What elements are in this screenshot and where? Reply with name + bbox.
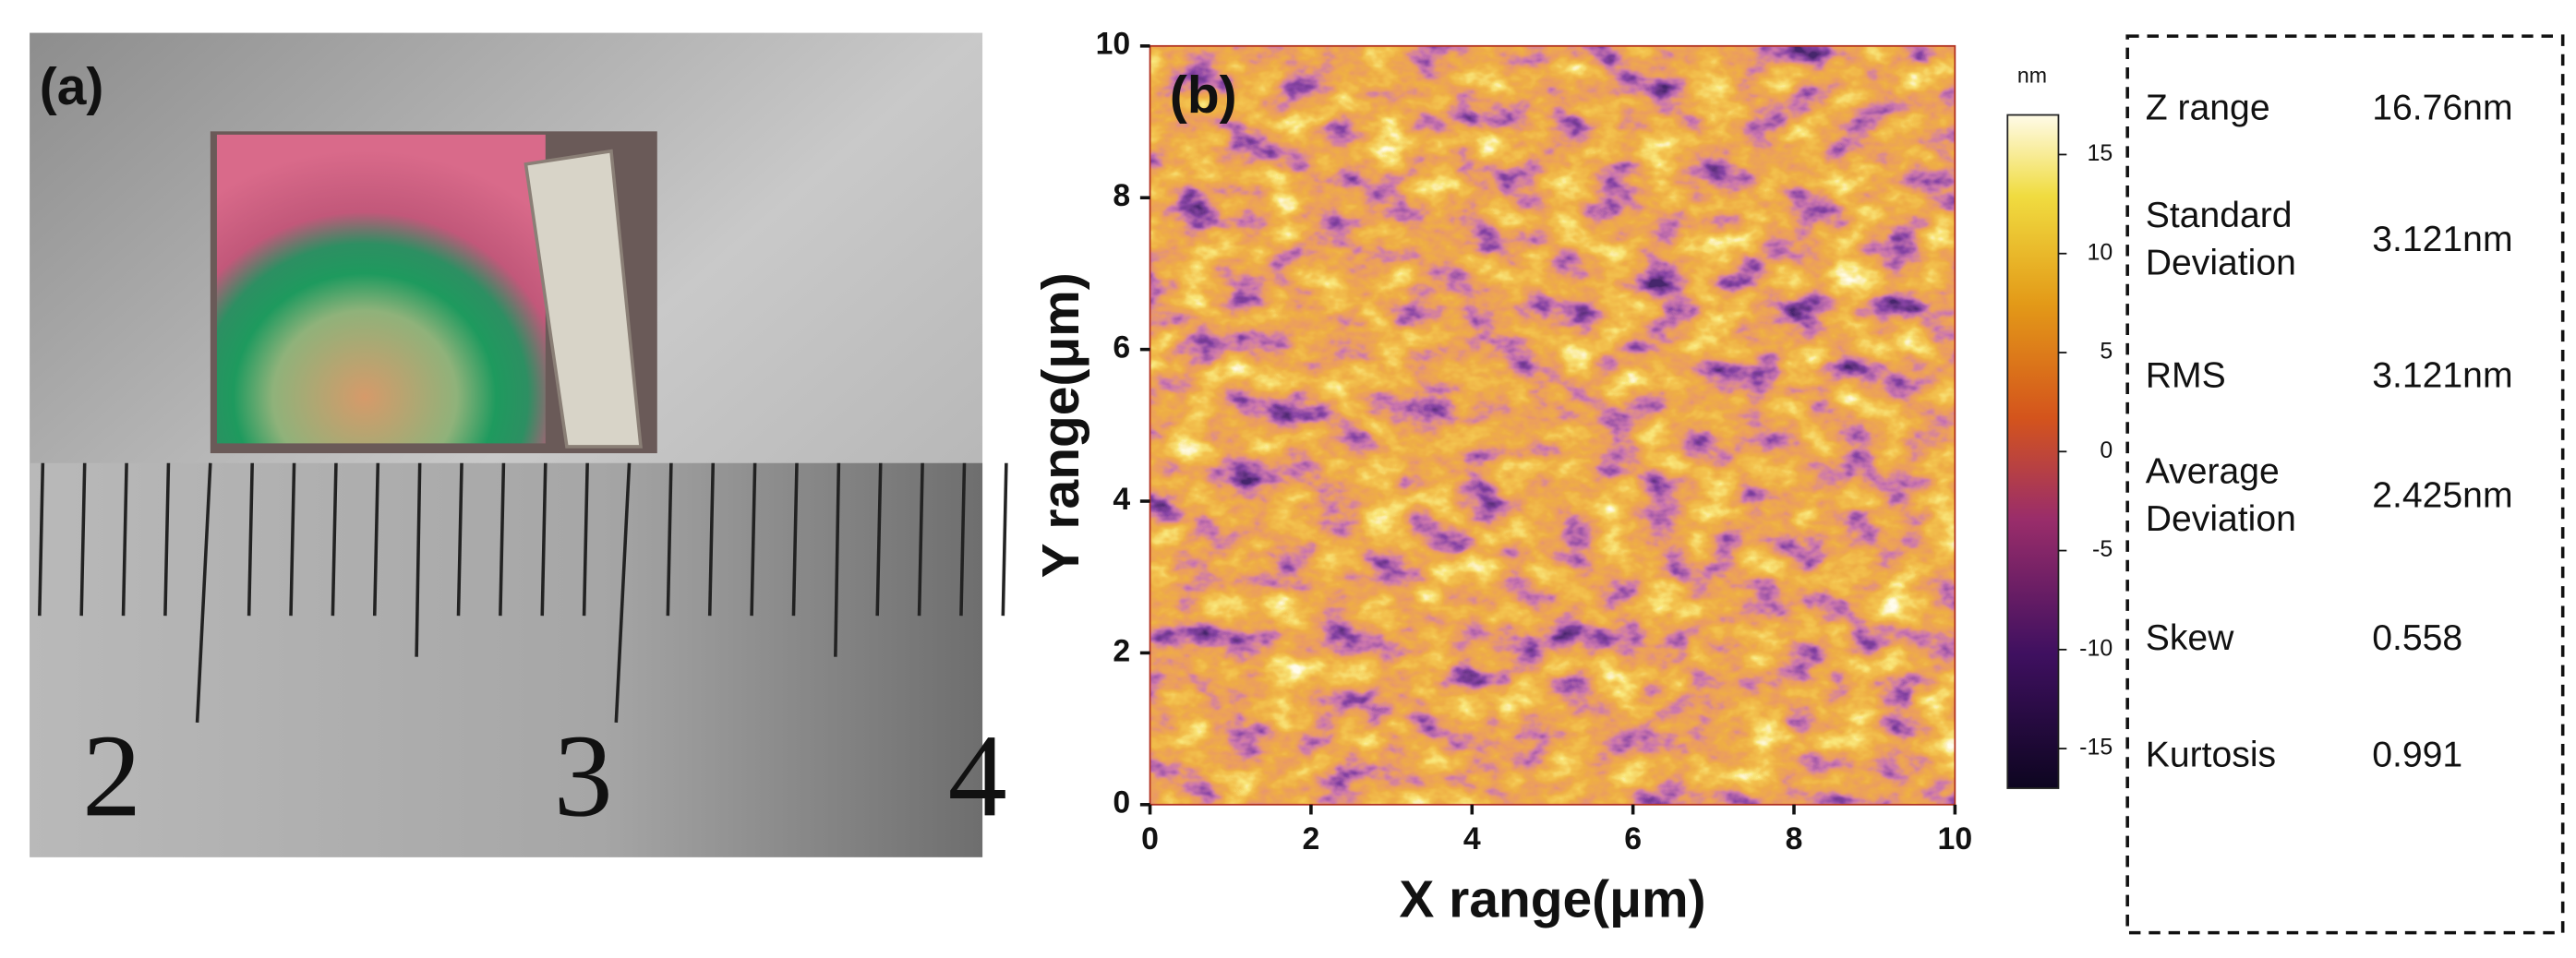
y-tick-label: 8	[1113, 178, 1130, 213]
x-tick-label: 6	[1624, 821, 1642, 856]
ruler-tick	[875, 462, 883, 617]
photo	[30, 32, 1008, 857]
y-tick-label: 4	[1113, 482, 1130, 517]
sample-tab	[524, 149, 643, 449]
colorbar-tick-label: 5	[2100, 339, 2113, 365]
x-tick-label: 8	[1786, 821, 1803, 856]
stat-name: Kurtosis	[2146, 736, 2276, 775]
ruler-tick	[1001, 462, 1008, 617]
ruler-tick	[289, 462, 296, 617]
stat-value: 0.558	[2372, 618, 2462, 658]
ruler-tick	[540, 462, 548, 617]
ruler-tick	[415, 462, 422, 657]
ruler-number: 2	[82, 710, 141, 841]
ruler-tick	[959, 462, 967, 617]
ruler-tick	[163, 462, 171, 617]
ruler-tick	[38, 462, 45, 617]
x-axis-title: X range(μm)	[1399, 870, 1705, 929]
ruler-tick	[79, 462, 87, 617]
x-tick-label: 4	[1463, 821, 1481, 856]
ruler-tick	[707, 462, 716, 617]
x-tick-label: 2	[1303, 821, 1320, 856]
ruler-tick	[195, 462, 212, 723]
colorbar	[2006, 114, 2060, 789]
ruler-tick	[121, 462, 128, 617]
ruler-tick	[917, 462, 924, 617]
ruler-tick	[582, 462, 589, 617]
ruler-tick	[499, 462, 506, 617]
stat-name: Z range	[2146, 89, 2270, 128]
x-tick-label: 0	[1141, 821, 1159, 856]
stat-name: Standard	[2146, 196, 2293, 235]
stat-value: 2.425nm	[2372, 475, 2512, 515]
ruler-tick	[834, 462, 841, 657]
ruler-tick	[372, 462, 380, 617]
stat-value: 3.121nm	[2372, 356, 2512, 396]
plot-frame	[1149, 44, 1956, 806]
stat-name: Deviation	[2146, 499, 2296, 539]
y-tick-label: 2	[1113, 633, 1130, 668]
panel-label: (a)	[40, 57, 104, 116]
colorbar-tick-label: -5	[2092, 536, 2113, 562]
ruler-tick	[247, 462, 254, 617]
ruler-tick	[750, 462, 757, 617]
ruler	[30, 462, 983, 857]
stat-value: 16.76nm	[2372, 89, 2512, 128]
y-tick-label: 6	[1113, 330, 1130, 365]
colorbar-tick-label: -15	[2079, 735, 2113, 760]
stat-name: Skew	[2146, 618, 2234, 658]
ruler-ticks	[38, 462, 1008, 723]
stat-name: Average	[2146, 452, 2280, 492]
x-tick-label: 10	[1938, 821, 1973, 856]
colorbar-unit: nm	[2017, 64, 2047, 88]
y-tick-label: 10	[1096, 27, 1131, 62]
ruler-tick	[791, 462, 799, 617]
colorbar-tick-label: 10	[2087, 239, 2113, 265]
ruler-number: 3	[554, 710, 613, 841]
stat-name: RMS	[2146, 356, 2226, 396]
afm-image	[1150, 45, 1956, 805]
ruler-tick	[666, 462, 673, 617]
ruler-tick	[456, 462, 463, 617]
stat-name: Deviation	[2146, 244, 2296, 283]
ruler-tick	[331, 462, 338, 617]
colorbar-tick-label: 15	[2087, 140, 2113, 166]
ruler-tick	[614, 462, 632, 723]
ruler-number: 4	[948, 710, 1007, 841]
sample	[216, 134, 546, 444]
y-axis-title: Y range(μm)	[1031, 272, 1090, 578]
stat-value: 0.991	[2372, 736, 2462, 775]
colorbar-tick-label: -10	[2079, 635, 2113, 661]
stat-value: 3.121nm	[2372, 220, 2512, 259]
y-tick-label: 0	[1113, 785, 1130, 820]
stats-box	[2125, 34, 2565, 935]
colorbar-tick-label: 0	[2100, 437, 2113, 463]
panel-label: (b)	[1170, 66, 1237, 125]
